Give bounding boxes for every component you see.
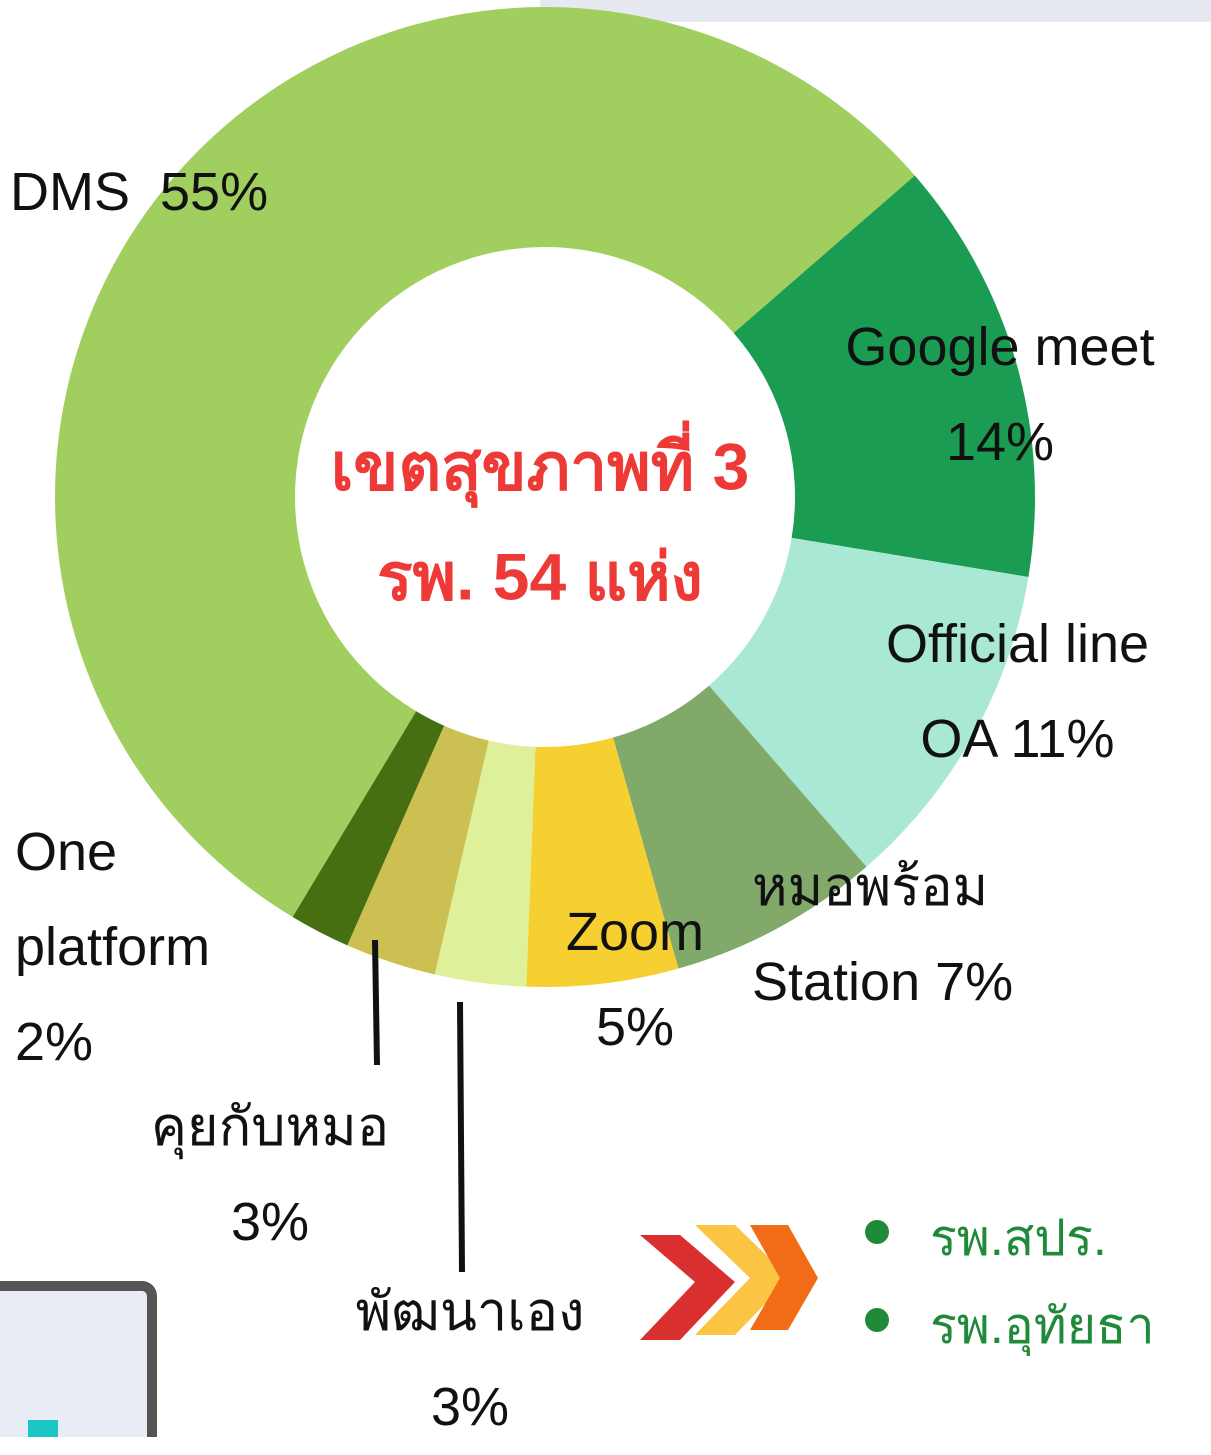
value-label: 7% xyxy=(935,952,1014,1012)
center-title: เขตสุขภาพที่ 3 xyxy=(331,419,750,508)
value-label: 55% xyxy=(160,162,269,222)
category-name: Google meet xyxy=(845,317,1155,377)
slice xyxy=(526,737,679,987)
leader-line xyxy=(457,1001,465,1273)
center-subtitle: รพ. 54 แห่ง xyxy=(377,539,703,613)
slice-label: Zoom 5% xyxy=(540,885,730,1075)
slice-label: หมอพร้อม Station 7% xyxy=(752,840,1082,1030)
category-name: One platform xyxy=(15,822,211,977)
slice-label: คุยกับหมอ 3% xyxy=(110,1080,430,1270)
chevron xyxy=(750,1225,818,1330)
category-name: Official line OA xyxy=(885,614,1150,769)
slice-label: Official line OA 11% xyxy=(845,597,1190,787)
slice-label: DMS 55% xyxy=(10,145,410,240)
bullet xyxy=(865,1308,889,1332)
slice-label: Google meet 14% xyxy=(800,300,1200,490)
value-label: 11% xyxy=(1010,709,1115,769)
category-name: คุยกับหมอ xyxy=(150,1097,390,1157)
category-name: Zoom xyxy=(565,902,705,962)
value-label: 2% xyxy=(15,1012,94,1072)
value-label: 3% xyxy=(430,1377,510,1437)
value-label: 3% xyxy=(230,1192,310,1252)
chevron xyxy=(695,1225,790,1335)
category-name: พัฒนาเอง xyxy=(355,1282,585,1342)
leader-line xyxy=(372,939,380,1066)
slice xyxy=(347,725,489,975)
slice xyxy=(613,685,867,969)
slice xyxy=(709,537,1029,867)
value-label: 5% xyxy=(595,997,675,1057)
side-item: รพ.อุทัยธา xyxy=(930,1298,1155,1356)
side-item: รพ.สปร. xyxy=(930,1210,1107,1266)
slice xyxy=(292,711,445,946)
pie xyxy=(54,6,1035,987)
top-strip xyxy=(540,0,1211,22)
category-name: DMS xyxy=(10,162,130,222)
slice xyxy=(54,6,915,918)
slice xyxy=(434,740,536,987)
category-name: หมอพร้อม Station xyxy=(752,857,989,1012)
slice xyxy=(733,175,1035,578)
slice-label: One platform 2% xyxy=(15,805,277,1090)
chevron xyxy=(640,1235,735,1340)
slice-label: พัฒนาเอง 3% xyxy=(310,1265,630,1455)
bullet xyxy=(865,1220,889,1244)
device-icon xyxy=(28,1420,58,1437)
value-label: 14% xyxy=(945,412,1055,472)
device-frame xyxy=(0,1281,157,1437)
